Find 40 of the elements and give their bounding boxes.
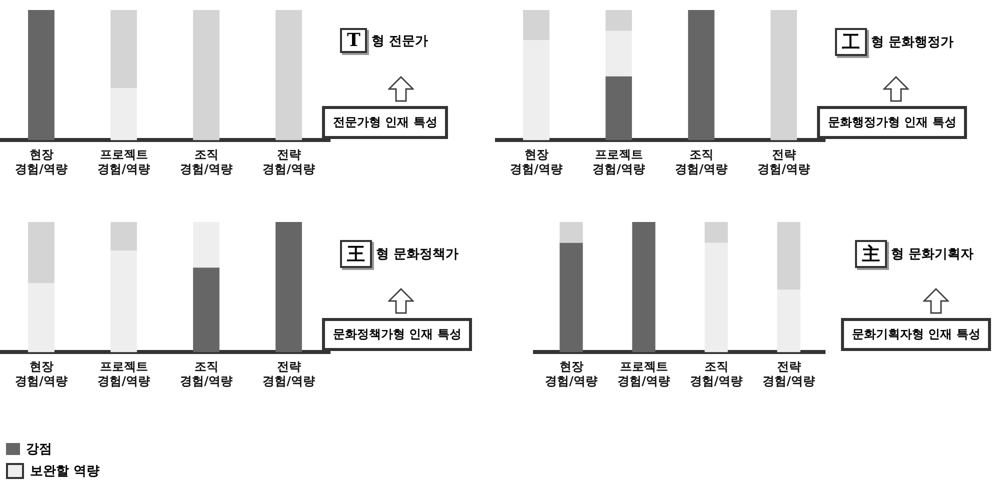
bar [193, 268, 220, 352]
text: 전문가형 인재 특성 [322, 106, 448, 139]
x-tick-label: 조직 경험/역량 [690, 360, 742, 388]
bar [770, 10, 797, 140]
legend-label: 보완할 역량 [30, 463, 100, 480]
bar [606, 10, 632, 31]
x-tick-label: 현장 경험/역량 [15, 148, 68, 176]
x-tick-label: 조직 경험/역량 [180, 148, 232, 176]
bar [688, 10, 714, 140]
bar [28, 222, 54, 284]
x-tick-label: 조직 경험/역량 [180, 360, 232, 388]
x-tick-label: 조직 경험/역량 [675, 148, 728, 176]
text: T 형 전문가 [346, 29, 428, 53]
x-tick-label: 전략 경험/역량 [262, 148, 315, 176]
bar [606, 30, 632, 76]
legend-label: 강점 [26, 441, 52, 458]
text: 工 형 문화행정가 [841, 31, 954, 55]
bar [110, 222, 137, 251]
text: 문화행정가형 인재 특성 [817, 106, 968, 139]
x-tick-label: 프로젝트 경험/역량 [592, 148, 645, 176]
bar [523, 40, 550, 140]
bar [28, 283, 54, 352]
x-tick-label: 전략 경험/역량 [762, 360, 815, 388]
x-tick-label: 현장 경험/역량 [510, 148, 562, 176]
text: 문화기획자형 인재 특성 [841, 318, 992, 351]
bar [276, 222, 302, 352]
x-tick-label: 전략 경험/역량 [758, 148, 810, 176]
bar [110, 250, 137, 352]
text: 王 형 문화정책가 [346, 243, 459, 267]
x-tick-label: 프로젝트 경험/역량 [618, 360, 670, 388]
bar [523, 10, 550, 40]
x-tick-label: 현장 경험/역량 [545, 360, 598, 388]
x-tick-label: 프로젝트 경험/역량 [98, 360, 150, 388]
x-tick-label: 프로젝트 경험/역량 [98, 148, 150, 176]
x-tick-label: 전략 경험/역량 [262, 360, 315, 388]
bar [193, 222, 220, 268]
bar [606, 76, 632, 140]
text: 문화정책가형 인재 특성 [322, 318, 472, 351]
text: 主 형 문화기획자 [861, 243, 974, 267]
x-tick-label: 현장 경험/역량 [15, 360, 68, 388]
